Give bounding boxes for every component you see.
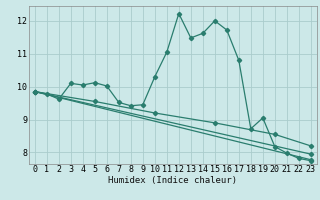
X-axis label: Humidex (Indice chaleur): Humidex (Indice chaleur) (108, 176, 237, 185)
